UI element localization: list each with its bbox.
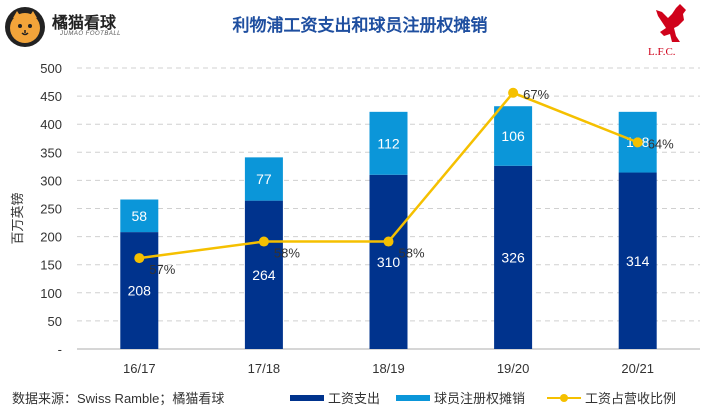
y-axis-label: 百万英镑 bbox=[10, 192, 25, 244]
legend-label-ratio: 工资占营收比例 bbox=[585, 391, 677, 406]
x-tick-label: 20/21 bbox=[621, 361, 654, 375]
source-note: 数据来源：Swiss Ramble；橘猫看球 bbox=[12, 391, 225, 406]
point-ratio bbox=[258, 236, 269, 247]
jumao-logo bbox=[5, 7, 45, 47]
y-tick-label: 100 bbox=[40, 286, 62, 301]
chart: - 50 100 150 200 250 300 350 400 450 500 百万英镑 208 58 1… bbox=[10, 61, 700, 375]
data-label-wages: 264 bbox=[252, 267, 276, 283]
bar-amortisation bbox=[244, 157, 283, 201]
point-ratio bbox=[383, 236, 394, 247]
legend-swatch-amortisation bbox=[396, 394, 430, 401]
x-tick-label: 16/17 bbox=[123, 361, 156, 375]
y-tick-label: 200 bbox=[40, 230, 62, 245]
lfc-logo-text: L.F.C. bbox=[648, 46, 676, 58]
y-tick-label: 50 bbox=[48, 314, 62, 329]
data-label-ratio: 67% bbox=[523, 87, 549, 102]
data-label-wages: 314 bbox=[626, 253, 650, 269]
data-label-wages: 208 bbox=[128, 283, 152, 299]
bar-wages bbox=[369, 174, 408, 349]
legend-item-wages: 工资支出 bbox=[290, 388, 380, 407]
bar-amortisation bbox=[369, 111, 408, 175]
point-ratio bbox=[508, 87, 519, 98]
liverbird-icon bbox=[656, 4, 686, 42]
y-tick-label: 500 bbox=[40, 61, 62, 76]
x-tick-label: 17/18 bbox=[248, 361, 281, 375]
y-tick-label: 450 bbox=[40, 89, 62, 104]
y-tick-label: 300 bbox=[40, 173, 62, 188]
data-label-ratio: 58% bbox=[399, 246, 425, 261]
y-tick-label: 350 bbox=[40, 145, 62, 160]
data-label-amortisation: 58 bbox=[132, 208, 148, 224]
data-label-ratio: 58% bbox=[274, 246, 300, 261]
data-label-ratio: 57% bbox=[149, 262, 175, 277]
legend-label-amortisation: 球员注册权摊销 bbox=[434, 391, 526, 406]
logo-subtext: JUMAO FOOTBALL bbox=[60, 31, 122, 37]
data-label-amortisation: 112 bbox=[377, 135, 400, 151]
data-label-amortisation: 106 bbox=[501, 128, 525, 144]
bar-wages bbox=[618, 172, 657, 349]
data-label-ratio: 64% bbox=[648, 136, 674, 151]
point-ratio bbox=[632, 137, 643, 148]
legend-swatch-ratio bbox=[547, 393, 581, 402]
y-tick-label: 400 bbox=[40, 117, 62, 132]
data-label-wages: 310 bbox=[377, 254, 401, 270]
legend-label-wages: 工资支出 bbox=[328, 391, 381, 406]
legend-swatch-wages bbox=[290, 394, 324, 401]
y-tick-label: 250 bbox=[40, 202, 62, 217]
point-ratio bbox=[134, 253, 145, 264]
x-tick-label: 18/19 bbox=[372, 361, 405, 375]
bar-amortisation bbox=[494, 106, 533, 166]
y-tick-label: 150 bbox=[40, 258, 62, 273]
bar-wages bbox=[120, 232, 159, 349]
data-label-wages: 326 bbox=[501, 249, 525, 265]
chart-title: 利物浦工资支出和球员注册权摊销 bbox=[232, 16, 488, 36]
y-tick-label: - bbox=[58, 342, 62, 357]
x-tick-label: 19/20 bbox=[497, 361, 530, 375]
bar-wages bbox=[494, 165, 533, 349]
bar-wages bbox=[244, 200, 283, 349]
legend-item-amortisation: 球员注册权摊销 bbox=[396, 388, 525, 407]
bar-amortisation bbox=[120, 199, 159, 233]
legend-item-ratio: 工资占营收比例 bbox=[547, 388, 676, 407]
logo-text: 橘猫看球 bbox=[52, 13, 117, 32]
data-label-amortisation: 77 bbox=[256, 171, 272, 187]
